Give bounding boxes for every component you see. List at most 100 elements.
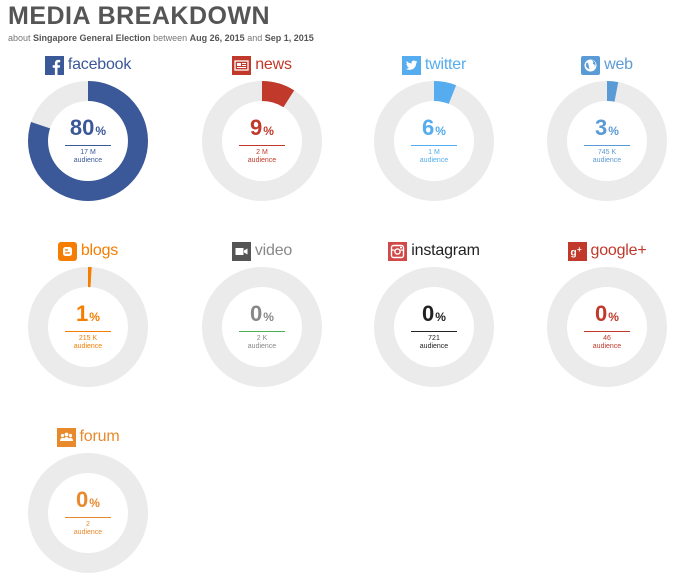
divider [65, 517, 111, 518]
page-title: MEDIA BREAKDOWN [8, 2, 271, 30]
card-header: forum [23, 427, 153, 447]
page-subtitle: about Singapore General Election between… [8, 33, 314, 43]
percent-value: 1% [76, 301, 100, 326]
card-header: facebook [23, 55, 153, 75]
donut-chart [28, 453, 148, 573]
donut-value-arc [374, 81, 494, 201]
card-header: web [542, 55, 672, 75]
media-label: google+ [590, 242, 647, 259]
media-label: forum [79, 428, 120, 445]
percent-value: 3% [595, 115, 619, 140]
media-card-video[interactable]: video 0% 2 K audience [197, 241, 327, 391]
card-header: instagram [369, 241, 499, 261]
media-card-news[interactable]: news 9% 2 M audience [197, 55, 327, 205]
media-card-googleplus[interactable]: g + google+ 0% 46 audience [542, 241, 672, 391]
facebook-icon [44, 55, 64, 75]
donut-center: 1% 215 K audience [28, 267, 148, 387]
audience-count: 215 K [78, 335, 98, 342]
audience-count: 1 M [428, 149, 440, 156]
audience-count: 721 [428, 335, 440, 342]
media-card-web[interactable]: web 3% 745 K audience [542, 55, 672, 205]
divider [584, 331, 630, 332]
audience-label: audience [247, 343, 277, 350]
divider [239, 145, 285, 146]
donut-chart [374, 267, 494, 387]
audience-count: 2 [86, 521, 90, 528]
media-card-instagram[interactable]: instagram 0% 721 audience [369, 241, 499, 391]
donut-track [28, 453, 148, 573]
media-card-twitter[interactable]: twitter 6% 1 M audience [369, 55, 499, 205]
donut-center: 0% 46 audience [547, 267, 667, 387]
donut-center: 80% 17 M audience [28, 81, 148, 201]
card-header: blogs [23, 241, 153, 261]
audience-count: 2 M [256, 149, 268, 156]
media-label: web [604, 56, 633, 73]
card-header: twitter [369, 55, 499, 75]
donut-value-arc [202, 81, 322, 201]
audience-count: 46 [603, 335, 611, 342]
donut-center: 0% 2 K audience [202, 267, 322, 387]
percent-value: 6% [422, 115, 446, 140]
donut-center: 0% 721 audience [374, 267, 494, 387]
audience-label: audience [592, 157, 622, 164]
audience-count: 2 K [256, 335, 268, 342]
subtitle-prefix: about [8, 33, 31, 43]
media-label: video [254, 242, 293, 259]
donut-chart [374, 81, 494, 201]
percent-value: 0% [595, 301, 619, 326]
news-icon [232, 55, 252, 75]
divider [411, 331, 457, 332]
card-header: g + google+ [542, 241, 672, 261]
media-label: instagram [411, 242, 480, 259]
topic-name: Singapore General Election [33, 33, 151, 43]
donut-chart [202, 81, 322, 201]
globe-icon [581, 55, 601, 75]
divider [411, 145, 457, 146]
donut-chart [547, 267, 667, 387]
end-date: Sep 1, 2015 [264, 33, 314, 43]
donut-track [202, 267, 322, 387]
donut-chart [28, 81, 148, 201]
donut-chart [547, 81, 667, 201]
audience-label: audience [247, 157, 277, 164]
media-label: news [255, 56, 292, 73]
media-label: blogs [80, 242, 119, 259]
divider [65, 145, 111, 146]
donut-track [374, 267, 494, 387]
audience-label: audience [419, 343, 449, 350]
donut-value-arc [28, 81, 148, 201]
donut-center: 9% 2 M audience [202, 81, 322, 201]
percent-value: 0% [250, 301, 274, 326]
audience-label: audience [73, 157, 103, 164]
subtitle-and: and [247, 33, 263, 43]
twitter-icon [401, 55, 421, 75]
donut-value-arc [547, 81, 667, 201]
percent-value: 9% [250, 115, 274, 140]
forum-icon [56, 427, 76, 447]
percent-value: 0% [422, 301, 446, 326]
audience-label: audience [592, 343, 622, 350]
instagram-icon [388, 241, 408, 261]
google-plus-icon: g + [567, 241, 587, 261]
percent-value: 80% [69, 115, 107, 140]
subtitle-between: between [153, 33, 188, 43]
audience-count: 17 M [80, 149, 96, 156]
donut-track [547, 267, 667, 387]
divider [584, 145, 630, 146]
media-label: twitter [424, 56, 467, 73]
donut-value-arc [28, 267, 148, 387]
audience-count: 745 K [597, 149, 617, 156]
media-card-forum[interactable]: forum 0% 2 audience [23, 427, 153, 577]
start-date: Aug 26, 2015 [189, 33, 245, 43]
card-header: video [197, 241, 327, 261]
audience-label: audience [73, 343, 103, 350]
blogger-icon [57, 241, 77, 261]
media-card-facebook[interactable]: facebook 80% 17 M audience [23, 55, 153, 205]
card-header: news [197, 55, 327, 75]
media-card-blogs[interactable]: blogs 1% 215 K audience [23, 241, 153, 391]
donut-center: 3% 745 K audience [547, 81, 667, 201]
media-label: facebook [67, 56, 132, 73]
donut-center: 0% 2 audience [28, 453, 148, 573]
donut-chart [28, 267, 148, 387]
svg-text:+: + [577, 245, 582, 254]
